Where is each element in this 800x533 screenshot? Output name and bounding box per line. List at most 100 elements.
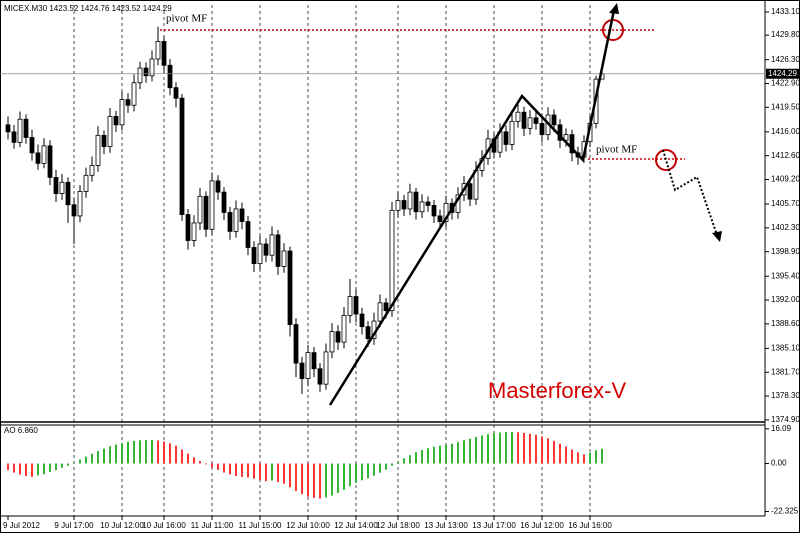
candle-body [59, 181, 65, 194]
candle-body [83, 174, 89, 192]
candle-body [35, 152, 41, 164]
candle-body [401, 200, 407, 210]
candle-body [353, 296, 359, 315]
candle-body [149, 58, 155, 77]
candle-body [101, 134, 107, 147]
annotation: pivot MF [166, 13, 207, 25]
candle-body [17, 118, 23, 143]
candle-body [287, 250, 293, 325]
candle-body [71, 204, 77, 217]
candle-body [413, 191, 419, 213]
y-tick-label: 1402.30 [771, 223, 800, 232]
x-tick-label: 16 Jul 16:00 [568, 521, 612, 530]
x-tick-label: 9 Jul 17:00 [54, 521, 94, 530]
y-tick-label: 1426.30 [771, 55, 800, 64]
candle-body [299, 362, 305, 379]
candle-body [257, 243, 263, 265]
y-tick-label: 1378.30 [771, 391, 800, 400]
candle-body [311, 352, 317, 370]
candle-body [329, 331, 335, 353]
candle-body [161, 41, 167, 66]
candle-body [335, 331, 341, 343]
candle-body [215, 180, 221, 193]
candle-body [191, 222, 197, 241]
candle-body [245, 221, 251, 248]
candle-body [569, 134, 575, 154]
y-tick-label: 1381.70 [771, 367, 800, 376]
y-tick-label: 1409.20 [771, 175, 800, 184]
indicator-title: AO 6.860 [4, 426, 38, 435]
x-tick-label: 10 Jul 16:00 [142, 521, 186, 530]
chart-title: MICEX.M30 1423.52 1424.76 1423.52 1424.2… [4, 4, 172, 13]
candle-body [563, 134, 569, 141]
current-price-label: 1424.29 [768, 69, 797, 78]
current-price-box [766, 68, 800, 79]
candle-body [389, 209, 395, 311]
y-tick-label: -22.325 [771, 507, 799, 516]
candle-body [527, 117, 533, 129]
candle-body [77, 191, 83, 217]
y-tick-label: 1395.40 [771, 271, 800, 280]
x-tick-label: 13 Jul 13:00 [424, 521, 468, 530]
candle-body [179, 97, 185, 215]
arrow-head [609, 3, 619, 14]
y-tick-label: 1422.90 [771, 79, 800, 88]
candle-body [29, 137, 35, 154]
candle-body [47, 145, 53, 178]
candle-body [239, 208, 245, 222]
candle-body [425, 201, 431, 206]
y-tick-label: 1374.90 [771, 415, 800, 424]
candle-body [221, 191, 227, 213]
candle-body [41, 145, 47, 164]
y-tick-label: 1392.00 [771, 295, 800, 304]
candle-body [155, 41, 161, 60]
candle-body [431, 205, 437, 217]
x-tick-label: 11 Jul 15:00 [239, 521, 283, 530]
candle-body [233, 208, 239, 232]
candle-body [251, 247, 257, 265]
candle-body [503, 131, 509, 145]
plot: 1433.10 1429.80 1426.30 1422.90 1419.50 1416.… [0, 5, 800, 530]
candle-body [293, 324, 299, 364]
candle-body [119, 99, 125, 126]
y-tick-label: 1385.10 [771, 344, 800, 353]
candle-body [269, 234, 275, 256]
candle-body [95, 134, 101, 166]
candle-body [107, 116, 113, 147]
y-tick-label: 1429.80 [771, 30, 800, 39]
y-tick-label: 1388.60 [771, 319, 800, 328]
candle-body [11, 131, 17, 143]
watermark: Masterforex-V [488, 378, 626, 403]
trend-line [328, 9, 616, 406]
candle-body [521, 111, 527, 129]
x-tick-label: 12 Jul 18:00 [376, 521, 420, 530]
candle-body [347, 296, 353, 316]
candle-body [203, 195, 209, 230]
x-tick-label: 11 Jul 11:00 [191, 521, 234, 530]
x-tick-label: 9 Jul 2012 [3, 521, 40, 530]
candle-body [365, 326, 371, 339]
candle-body [407, 191, 413, 210]
candle-body [539, 123, 545, 136]
candle-body [341, 315, 347, 343]
forecast-line [662, 149, 718, 236]
y-tick-label: 1416.00 [771, 127, 800, 136]
candle-body [281, 250, 287, 267]
x-tick-label: 12 Jul 14:00 [334, 521, 378, 530]
candle-body [383, 302, 389, 311]
candle-body [5, 124, 11, 133]
candle-body [185, 214, 191, 241]
candle-body [23, 118, 29, 138]
candle-body [53, 177, 59, 194]
y-tick-label: 1398.90 [771, 247, 800, 256]
candle-body [113, 116, 119, 126]
candle-body [65, 181, 71, 206]
annotations: pivot MF pivot MF Masterforex-V [160, 3, 722, 406]
x-tick-label: 13 Jul 17:00 [472, 521, 516, 530]
candle-body [419, 201, 425, 213]
candle-body [377, 302, 383, 322]
arrow-head [712, 231, 722, 242]
x-tick-label: 10 Jul 12:00 [100, 521, 144, 530]
